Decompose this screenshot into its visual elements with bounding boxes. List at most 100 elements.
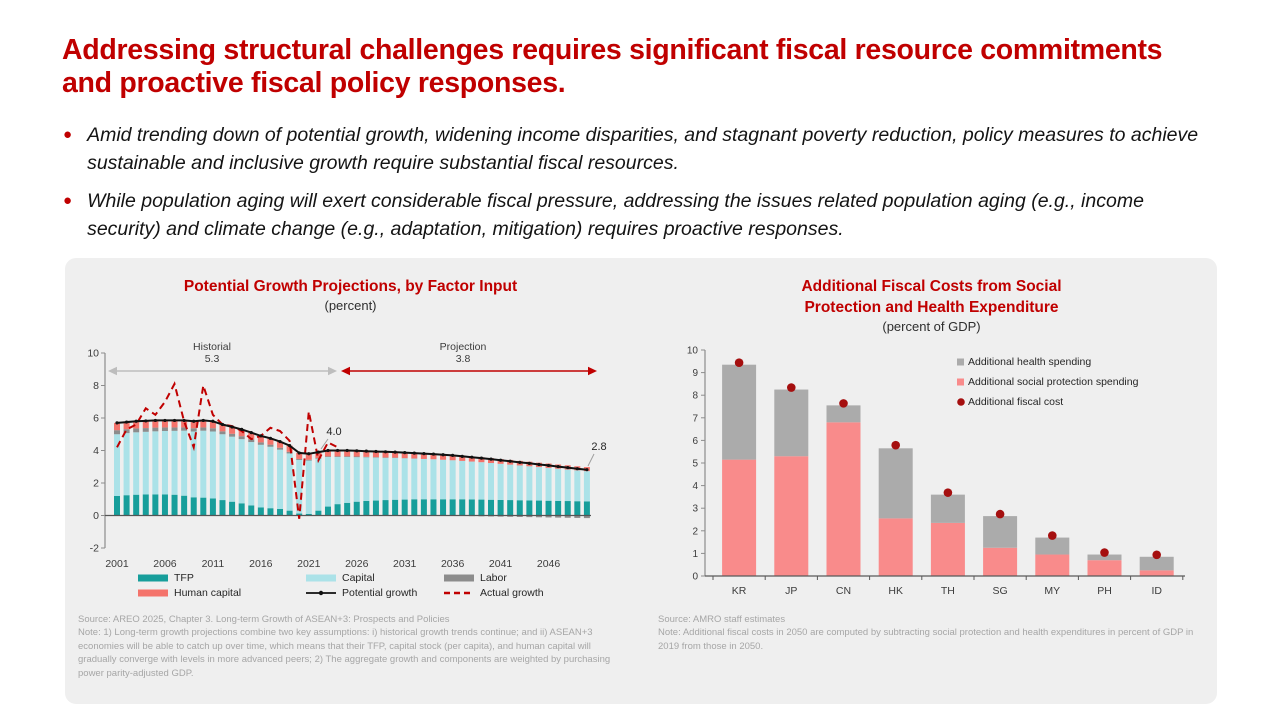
- svg-text:2001: 2001: [105, 558, 129, 570]
- svg-text:2: 2: [692, 526, 698, 537]
- bar-swatch-icon: [444, 574, 474, 582]
- y-axis: 0 1 2 3 4 5 6 7 8 9 10: [687, 346, 706, 583]
- svg-text:HK: HK: [888, 585, 903, 597]
- svg-text:8: 8: [93, 380, 99, 392]
- svg-text:10: 10: [87, 348, 99, 360]
- bullet-marker-icon: ●: [63, 126, 73, 143]
- legend-label: Human capital: [174, 587, 242, 599]
- legend-item-additional-fiscal-cost: Additional fiscal cost: [955, 396, 1138, 408]
- legend-label: TFP: [174, 572, 194, 584]
- svg-text:2041: 2041: [489, 558, 513, 570]
- svg-text:3: 3: [692, 504, 698, 515]
- left-chart-title: Potential Growth Projections, by Factor …: [183, 278, 518, 295]
- svg-text:2036: 2036: [441, 558, 465, 570]
- svg-text:4: 4: [692, 481, 698, 492]
- legend-item-potential-growth: Potential growth: [306, 587, 444, 599]
- legend-item-additional-health-spending: Additional health spending: [955, 356, 1138, 368]
- svg-text:2006: 2006: [153, 558, 177, 570]
- legend-label: Capital: [342, 572, 375, 584]
- svg-text:SG: SG: [993, 585, 1008, 597]
- svg-text:JP: JP: [785, 585, 797, 597]
- svg-text:2: 2: [93, 478, 99, 490]
- legend-item-tfp: TFP: [138, 572, 306, 584]
- svg-text:2026: 2026: [345, 558, 369, 570]
- svg-text:PH: PH: [1097, 585, 1112, 597]
- right-chart-notes: Source: AMRO staff estimates Note: Addit…: [658, 613, 1203, 653]
- projection-value: 3.8: [456, 353, 471, 365]
- left-chart-subtitle: (percent): [324, 298, 377, 313]
- legend-label: Additional social protection spending: [968, 376, 1139, 388]
- bullet-marker-icon: ●: [63, 192, 73, 209]
- legend-item-actual-growth: Actual growth: [444, 587, 604, 599]
- legend-item-labor: Labor: [444, 572, 604, 584]
- svg-text:2046: 2046: [537, 558, 561, 570]
- svg-text:MY: MY: [1044, 585, 1060, 597]
- line-dot-swatch-icon: [306, 590, 336, 596]
- fiscal-costs-chart: 0 1 2 3 4 5 6 7 8 9 10 KR JP CN HK TH SG MY PH ID: [687, 346, 1185, 597]
- historical-label: Historial: [193, 341, 231, 353]
- svg-text:CN: CN: [836, 585, 851, 597]
- legend-label: Additional health spending: [968, 356, 1092, 368]
- square-swatch-icon: [957, 378, 964, 386]
- factor-bars: [114, 420, 590, 519]
- svg-text:1: 1: [692, 549, 698, 560]
- svg-text:8: 8: [692, 391, 698, 402]
- svg-text:9: 9: [692, 368, 698, 379]
- historical-value: 5.3: [205, 353, 220, 365]
- historical-period-arrow: [108, 366, 337, 376]
- legend-item-capital: Capital: [306, 572, 444, 584]
- y-axis: -2 0 2 4 6 8 10: [87, 348, 106, 555]
- left-chart-legend: TFP Capital Labor Human capital Potential gr…: [138, 572, 604, 599]
- svg-text:10: 10: [687, 346, 699, 357]
- legend-label: Additional fiscal cost: [968, 396, 1064, 408]
- legend-label: Actual growth: [480, 587, 544, 599]
- svg-text:6: 6: [93, 413, 99, 425]
- right-chart-subtitle: (percent of GDP): [882, 319, 981, 334]
- square-swatch-icon: [957, 358, 964, 366]
- legend-item-human-capital: Human capital: [138, 587, 306, 599]
- left-chart-source: Source: AREO 2025, Chapter 3. Long-term …: [78, 614, 450, 625]
- svg-text:2031: 2031: [393, 558, 417, 570]
- right-chart-source: Source: AMRO staff estimates: [658, 614, 786, 625]
- svg-text:KR: KR: [732, 585, 747, 597]
- svg-text:-2: -2: [90, 543, 99, 555]
- left-chart-note: Note: 1) Long-term growth projections co…: [78, 627, 611, 679]
- projection-label: Projection: [440, 341, 487, 353]
- potential-growth-markers: [115, 418, 589, 472]
- svg-text:4: 4: [93, 445, 99, 457]
- svg-text:5: 5: [692, 459, 698, 470]
- svg-text:2011: 2011: [202, 558, 225, 570]
- dash-swatch-icon: [444, 591, 474, 595]
- projection-period-arrow: [341, 366, 597, 376]
- callout-2-8: 2.8: [591, 441, 606, 453]
- fiscal-cost-dots: [734, 358, 1161, 560]
- slide-title: Addressing structural challenges require…: [62, 34, 1163, 100]
- svg-text:0: 0: [692, 572, 698, 583]
- svg-text:6: 6: [692, 436, 698, 447]
- legend-label: Potential growth: [342, 587, 418, 599]
- legend-item-additional-social-protection-spending: Additional social protection spending: [955, 376, 1138, 388]
- legend-label: Labor: [480, 572, 507, 584]
- bullet-item-1: ● Amid trending down of potential growth…: [63, 121, 1203, 178]
- bullet-item-2: ● While population aging will exert cons…: [63, 187, 1203, 244]
- right-chart-legend: Additional health spending Additional soc…: [955, 356, 1138, 408]
- bullet-text-1: Amid trending down of potential growth, …: [87, 124, 1199, 175]
- right-chart-title-line2: Protection and Health Expenditure: [804, 298, 1059, 316]
- bar-swatch-icon: [138, 574, 168, 582]
- right-chart-title-line1: Additional Fiscal Costs from Social: [801, 278, 1062, 295]
- svg-text:2016: 2016: [249, 558, 273, 570]
- charts-panel: [65, 258, 1217, 704]
- bar-swatch-icon: [138, 589, 168, 597]
- left-chart-notes: Source: AREO 2025, Chapter 3. Long-term …: [78, 613, 630, 680]
- bullet-text-2: While population aging will exert consid…: [87, 190, 1144, 241]
- svg-text:TH: TH: [941, 585, 955, 597]
- dot-swatch-icon: [957, 398, 965, 406]
- svg-text:2021: 2021: [297, 558, 321, 570]
- svg-text:ID: ID: [1151, 585, 1162, 597]
- category-labels: KR JP CN HK TH SG MY PH ID: [732, 585, 1163, 597]
- right-chart-title: Additional Fiscal Costs from Social Prot…: [668, 277, 1195, 319]
- svg-text:7: 7: [692, 413, 698, 424]
- x-axis-labels: 2001 2006 2011 2016 2021 2026 2031 2036 2041 2046: [105, 558, 560, 570]
- svg-text:0: 0: [93, 510, 99, 522]
